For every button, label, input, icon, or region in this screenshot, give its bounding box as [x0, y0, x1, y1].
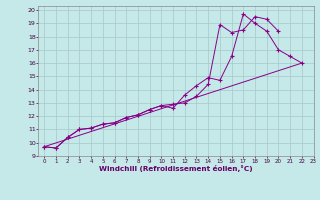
- X-axis label: Windchill (Refroidissement éolien,°C): Windchill (Refroidissement éolien,°C): [99, 165, 253, 172]
